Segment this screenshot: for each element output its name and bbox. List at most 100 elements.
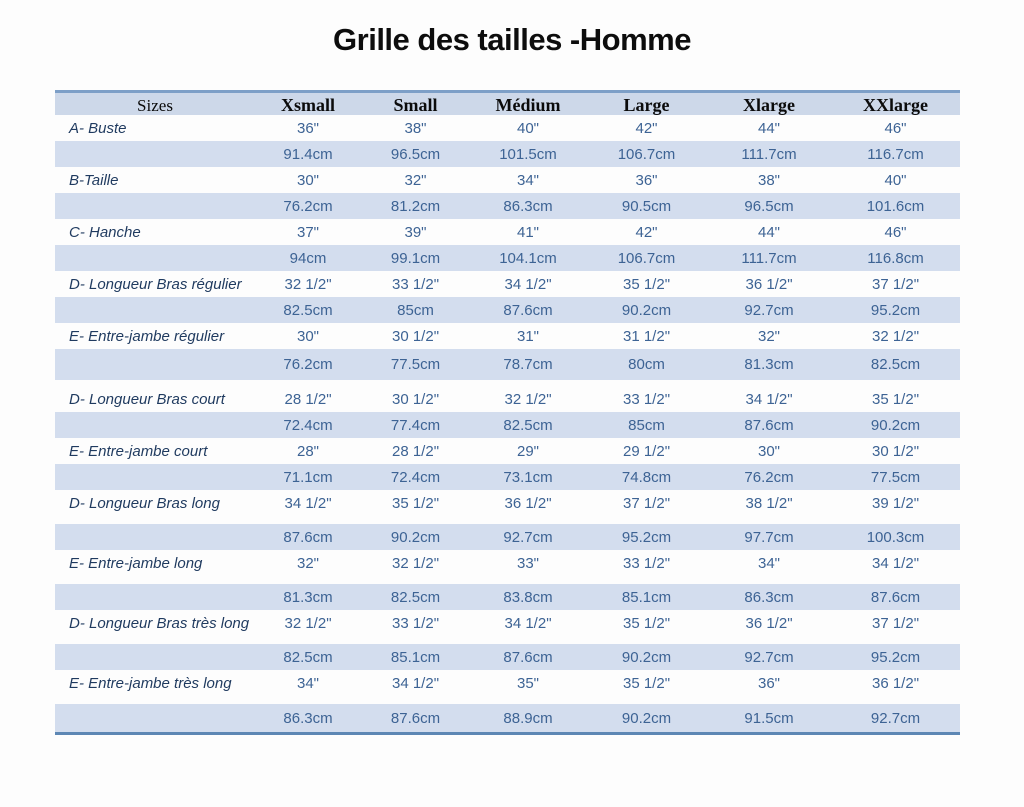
size-value: 40" bbox=[884, 171, 907, 189]
size-value: 44" bbox=[757, 223, 780, 241]
size-value: 90.2cm bbox=[390, 528, 441, 546]
size-value: 35 1/2" bbox=[622, 674, 671, 692]
table-row: B-Taille 30" 32" 34" 36" 38" 40" bbox=[55, 167, 960, 193]
size-value: 90.2cm bbox=[870, 416, 921, 434]
column-header: Large bbox=[623, 95, 670, 115]
size-value: 96.5cm bbox=[390, 145, 441, 163]
table-row: 72.4cm 77.4cm 82.5cm 85cm 87.6cm 90.2cm bbox=[55, 412, 960, 438]
size-value: 78.7cm bbox=[503, 356, 553, 373]
size-value: 41" bbox=[516, 223, 539, 241]
size-value: 90.2cm bbox=[621, 301, 672, 319]
table-row: C- Hanche 37" 39" 41" 42" 44" 46" bbox=[55, 219, 960, 245]
size-value: 72.4cm bbox=[390, 468, 441, 486]
size-value: 38 1/2" bbox=[745, 494, 793, 512]
size-value: 87.6cm bbox=[870, 588, 921, 606]
row-label: E- Entre-jambe régulier bbox=[69, 327, 225, 345]
size-value: 87.6cm bbox=[744, 416, 794, 434]
size-value: 44" bbox=[757, 119, 780, 137]
size-value: 34 1/2" bbox=[504, 275, 552, 293]
size-value: 86.3cm bbox=[503, 197, 553, 215]
table-row: 82.5cm 85cm 87.6cm 90.2cm 92.7cm 95.2cm bbox=[55, 297, 960, 323]
size-value: 92.7cm bbox=[744, 301, 794, 319]
size-value: 30" bbox=[757, 442, 780, 460]
size-value: 82.5cm bbox=[870, 356, 921, 373]
size-value: 87.6cm bbox=[390, 709, 441, 727]
size-value: 87.6cm bbox=[503, 648, 553, 666]
table-row: 86.3cm 87.6cm 88.9cm 90.2cm 91.5cm 92.7cm bbox=[55, 704, 960, 735]
size-value: 34" bbox=[296, 674, 319, 692]
table-row: 81.3cm 82.5cm 83.8cm 85.1cm 86.3cm 87.6cm bbox=[55, 584, 960, 610]
size-value: 35 1/2" bbox=[622, 275, 671, 293]
size-value: 85cm bbox=[397, 301, 434, 319]
size-value: 33 1/2" bbox=[391, 275, 440, 293]
size-value: 94cm bbox=[289, 249, 327, 267]
size-value: 95.2cm bbox=[870, 301, 921, 319]
size-value: 32 1/2" bbox=[871, 327, 920, 345]
size-value: 101.6cm bbox=[866, 197, 925, 215]
size-value: 37 1/2" bbox=[871, 275, 920, 293]
size-value: 111.7cm bbox=[741, 249, 797, 267]
row-label: D- Longueur Bras court bbox=[69, 390, 225, 408]
size-value: 28" bbox=[296, 442, 319, 460]
size-value: 37" bbox=[296, 223, 319, 241]
size-value: 30 1/2" bbox=[871, 442, 920, 460]
size-value: 37 1/2" bbox=[622, 494, 671, 512]
size-value: 29 1/2" bbox=[622, 442, 671, 460]
table-row: 76.2cm 77.5cm 78.7cm 80cm 81.3cm 82.5cm bbox=[55, 349, 960, 380]
size-value: 35 1/2" bbox=[391, 494, 440, 512]
size-value: 36" bbox=[296, 119, 319, 137]
column-header: XXlarge bbox=[863, 95, 928, 115]
size-value: 82.5cm bbox=[283, 301, 333, 319]
size-value: 37 1/2" bbox=[871, 614, 920, 632]
size-value: 83.8cm bbox=[503, 588, 553, 606]
row-label: A- Buste bbox=[69, 119, 127, 137]
size-value: 76.2cm bbox=[283, 356, 333, 373]
table-row: 82.5cm 85.1cm 87.6cm 90.2cm 92.7cm 95.2cm bbox=[55, 644, 960, 670]
table-row: A- Buste 36" 38" 40" 42" 44" 46" bbox=[55, 115, 960, 141]
size-value: 28 1/2" bbox=[284, 390, 332, 408]
size-value: 77.5cm bbox=[390, 356, 441, 373]
size-value: 42" bbox=[635, 223, 658, 241]
page-title: Grille des tailles -Homme bbox=[333, 22, 691, 57]
row-label: D- Longueur Bras régulier bbox=[69, 275, 242, 293]
size-value: 36 1/2" bbox=[745, 614, 793, 632]
size-value: 82.5cm bbox=[390, 588, 441, 606]
size-value: 99.1cm bbox=[390, 249, 441, 267]
size-value: 106.7cm bbox=[617, 145, 676, 163]
size-value: 28 1/2" bbox=[391, 442, 440, 460]
size-value: 32 1/2" bbox=[391, 554, 440, 572]
size-value: 80cm bbox=[628, 356, 665, 373]
size-value: 32 1/2" bbox=[284, 275, 332, 293]
size-value: 34" bbox=[516, 171, 539, 189]
size-value: 46" bbox=[884, 223, 907, 241]
table-row: E- Entre-jambe très long 34" 34 1/2" 35" 35 … bbox=[55, 670, 960, 696]
size-value: 90.5cm bbox=[621, 197, 672, 215]
size-value: 71.1cm bbox=[283, 468, 333, 486]
size-value: 90.2cm bbox=[621, 648, 672, 666]
size-value: 88.9cm bbox=[503, 709, 553, 727]
size-value: 73.1cm bbox=[503, 468, 553, 486]
size-value: 36 1/2" bbox=[871, 674, 920, 692]
size-value: 104.1cm bbox=[499, 249, 557, 267]
size-value: 87.6cm bbox=[503, 301, 553, 319]
size-value: 30" bbox=[296, 327, 319, 345]
size-value: 34 1/2" bbox=[284, 494, 332, 512]
table-row: D- Longueur Bras très long 32 1/2" 33 1/2"… bbox=[55, 610, 960, 636]
table-row: D- Longueur Bras long 34 1/2" 35 1/2" 36 1/… bbox=[55, 490, 960, 516]
row-label: C- Hanche bbox=[69, 223, 141, 241]
size-value: 32" bbox=[757, 327, 780, 345]
size-value: 87.6cm bbox=[283, 528, 333, 546]
size-value: 86.3cm bbox=[283, 709, 333, 727]
row-label: E- Entre-jambe très long bbox=[69, 674, 232, 692]
size-value: 82.5cm bbox=[503, 416, 553, 434]
size-value: 33 1/2" bbox=[622, 390, 671, 408]
row-label: D- Longueur Bras long bbox=[69, 494, 220, 512]
size-value: 81.3cm bbox=[744, 356, 794, 373]
size-value: 81.2cm bbox=[390, 197, 441, 215]
row-label: E- Entre-jambe court bbox=[69, 442, 208, 460]
size-value: 30 1/2" bbox=[391, 327, 440, 345]
size-value: 72.4cm bbox=[283, 416, 333, 434]
size-value: 76.2cm bbox=[744, 468, 794, 486]
table-row: 76.2cm 81.2cm 86.3cm 90.5cm 96.5cm 101.6cm bbox=[55, 193, 960, 219]
size-value: 111.7cm bbox=[741, 145, 797, 163]
